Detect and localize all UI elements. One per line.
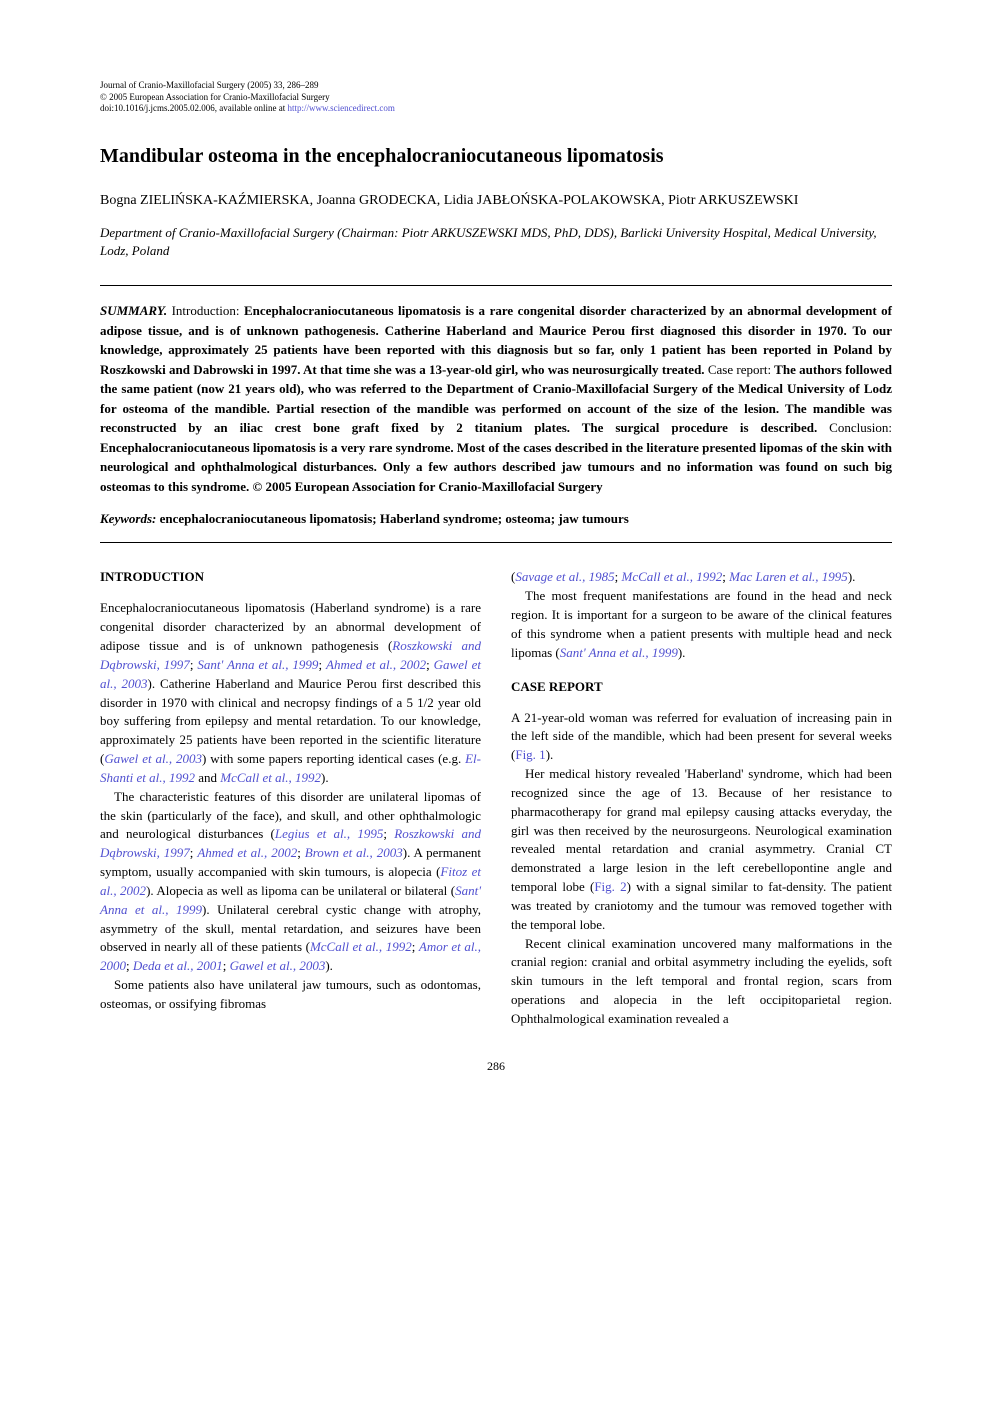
figure-link[interactable]: Fig. 1 (515, 747, 545, 762)
citation-link[interactable]: Legius et al., 1995 (275, 826, 384, 841)
citation-link[interactable]: Mac Laren et al., 1995 (729, 569, 848, 584)
intro-paragraph-1: Encephalocraniocutaneous lipomatosis (Ha… (100, 599, 481, 787)
journal-url-link[interactable]: http://www.sciencedirect.com (287, 103, 394, 113)
case-paragraph-2: Her medical history revealed 'Haberland'… (511, 765, 892, 935)
case-label: Case report: (708, 362, 771, 377)
authors-list: Bogna ZIELIŃSKA-KAŹMIERSKA, Joanna GRODE… (100, 193, 892, 209)
journal-year-vol: (2005) 33, 286–289 (247, 80, 318, 90)
citation-link[interactable]: Sant' Anna et al., 1999 (560, 645, 678, 660)
right-column: (Savage et al., 1985; McCall et al., 199… (511, 568, 892, 1028)
summary-label: SUMMARY. (100, 303, 167, 318)
summary-block: SUMMARY. Introduction: Encephalocraniocu… (100, 301, 892, 496)
divider-top (100, 285, 892, 286)
content-columns: INTRODUCTION Encephalocraniocutaneous li… (100, 568, 892, 1028)
article-title: Mandibular osteoma in the encephalocrani… (100, 145, 892, 168)
affiliation: Department of Cranio-Maxillofacial Surge… (100, 224, 892, 260)
journal-copyright: © 2005 European Association for Cranio-M… (100, 92, 330, 102)
case-paragraph-3: Recent clinical examination uncovered ma… (511, 935, 892, 1029)
citation-link[interactable]: Gawel et al., 2003 (104, 751, 202, 766)
journal-metadata: Journal of Cranio-Maxillofacial Surgery … (100, 80, 892, 115)
conclusion-label: Conclusion: (829, 420, 892, 435)
intro-label: Introduction: (172, 303, 240, 318)
divider-bottom (100, 542, 892, 543)
keywords-label: Keywords: (100, 511, 156, 526)
keywords-text: encephalocraniocutaneous lipomatosis; Ha… (160, 511, 629, 526)
case-report-heading: CASE REPORT (511, 678, 892, 697)
citation-link[interactable]: Savage et al., 1985 (515, 569, 614, 584)
citation-link[interactable]: Gawel et al., 2003 (230, 958, 326, 973)
citation-link[interactable]: McCall et al., 1992 (220, 770, 321, 785)
citation-link[interactable]: McCall et al., 1992 (622, 569, 723, 584)
citation-link[interactable]: Sant' Anna et al., 1999 (197, 657, 318, 672)
intro-paragraph-4: The most frequent manifestations are fou… (511, 587, 892, 662)
left-column: INTRODUCTION Encephalocraniocutaneous li… (100, 568, 481, 1028)
citation-link[interactable]: Ahmed et al., 2002 (197, 845, 297, 860)
intro-paragraph-3: Some patients also have unilateral jaw t… (100, 976, 481, 1014)
journal-doi: doi:10.1016/j.jcms.2005.02.006, availabl… (100, 103, 285, 113)
citation-link[interactable]: Ahmed et al., 2002 (326, 657, 426, 672)
citation-link[interactable]: Deda et al., 2001 (133, 958, 223, 973)
figure-link[interactable]: Fig. 2 (594, 879, 626, 894)
summary-copyright: © 2005 European Association for Cranio-M… (253, 479, 603, 494)
citation-link[interactable]: McCall et al., 1992 (310, 939, 412, 954)
intro-paragraph-2: The characteristic features of this diso… (100, 788, 481, 976)
keywords-block: Keywords: encephalocraniocutaneous lipom… (100, 511, 892, 527)
continuation-paragraph: (Savage et al., 1985; McCall et al., 199… (511, 568, 892, 587)
page-number: 286 (100, 1059, 892, 1074)
case-paragraph-1: A 21-year-old woman was referred for eva… (511, 709, 892, 766)
journal-name: Journal of Cranio-Maxillofacial Surgery (100, 80, 245, 90)
citation-link[interactable]: Brown et al., 2003 (305, 845, 403, 860)
introduction-heading: INTRODUCTION (100, 568, 481, 587)
